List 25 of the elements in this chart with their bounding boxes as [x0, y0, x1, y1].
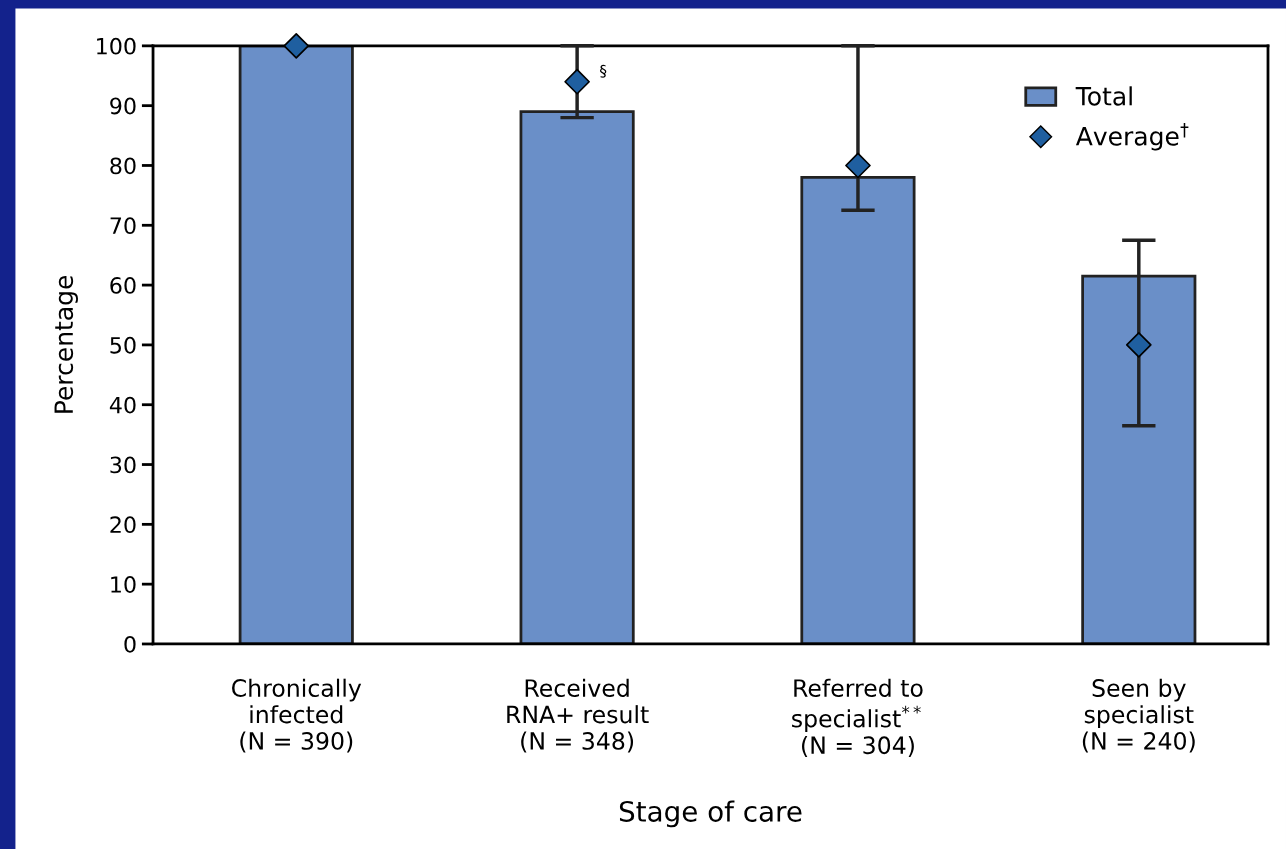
y-tick-label: 90 — [110, 97, 136, 115]
legend-label: Total — [1075, 86, 1132, 106]
y-axis-title: Percentage — [54, 275, 78, 413]
category-label: Referred to specialist$^{**}$ (N = 304) — [792, 678, 923, 757]
y-tick-label: 0 — [124, 635, 136, 653]
y-tick-label: 10 — [111, 576, 136, 593]
point — [1125, 332, 1152, 358]
y-tick-label: 100 — [97, 37, 136, 55]
point — [564, 68, 590, 95]
annotation: § — [600, 64, 607, 78]
y-tick-label: 30 — [110, 456, 136, 474]
y-tick-label: 50 — [110, 336, 136, 354]
y-tick-label: 40 — [109, 396, 136, 414]
bar — [238, 45, 354, 644]
x-tick-label: Received RNA+ result (N = 348) — [507, 678, 649, 753]
point — [283, 32, 310, 59]
y-tick-label: 80 — [110, 157, 136, 175]
legend-label: Average$^{†}$ — [1075, 122, 1189, 151]
y-tick-label: 20 — [110, 516, 136, 534]
y-tick-label: 70 — [110, 217, 136, 235]
x-tick-label: Chronically infected (N = 390) — [232, 678, 362, 753]
point — [845, 152, 871, 179]
x-axis-title: Stage of care — [619, 800, 802, 828]
x-tick-label: Seen by specialist (N = 240) — [1082, 678, 1195, 753]
y-tick-label: 60 — [110, 277, 136, 294]
